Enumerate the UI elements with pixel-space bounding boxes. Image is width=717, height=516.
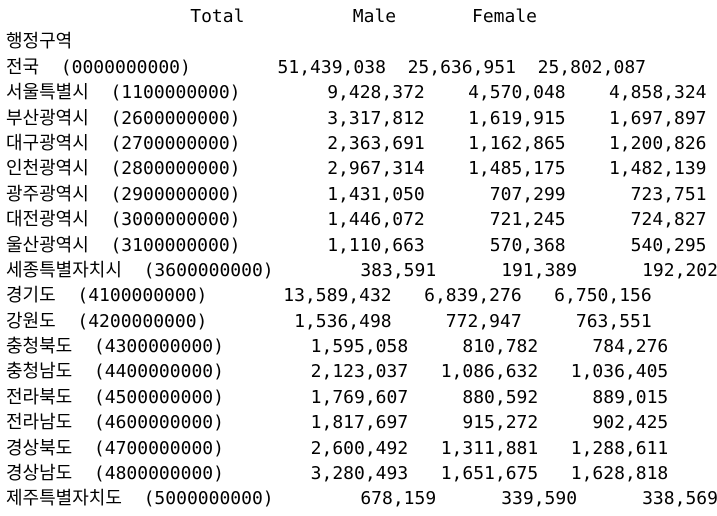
data-row: 경상남도 (4800000000) 3,280,493 1,651,675 1,… — [6, 463, 669, 485]
data-row: 전라남도 (4600000000) 1,817,697 915,272 902,… — [6, 412, 669, 434]
column-header-line: Total Male Female — [6, 6, 538, 27]
data-row: 강원도 (4200000000) 1,536,498 772,947 763,5… — [6, 310, 652, 332]
data-row: 세종특별자치시 (3600000000) 383,591 191,389 192… — [6, 259, 717, 281]
data-row: 충청남도 (4400000000) 2,123,037 1,086,632 1,… — [6, 361, 669, 383]
data-row: 대전광역시 (3000000000) 1,446,072 721,245 724… — [6, 209, 707, 231]
data-row: 서울특별시 (1100000000) 9,428,372 4,570,048 4… — [6, 82, 707, 104]
data-row: 대구광역시 (2700000000) 2,363,691 1,162,865 1… — [6, 132, 707, 154]
data-row: 충청북도 (4300000000) 1,595,058 810,782 784,… — [6, 336, 669, 358]
data-row: 전국 (0000000000) 51,439,038 25,636,951 25… — [6, 56, 646, 78]
data-row: 광주광역시 (2900000000) 1,431,050 707,299 723… — [6, 183, 707, 205]
data-row: 경기도 (4100000000) 13,589,432 6,839,276 6,… — [6, 285, 652, 307]
data-row: 경상북도 (4700000000) 2,600,492 1,311,881 1,… — [6, 437, 669, 459]
region-label-line: 행정구역 — [6, 31, 73, 53]
data-row: 제주특별자치도 (5000000000) 678,159 339,590 338… — [6, 488, 717, 510]
data-row: 인천광역시 (2800000000) 2,967,314 1,485,175 1… — [6, 158, 707, 180]
data-row: 부산광역시 (2600000000) 3,317,812 1,619,915 1… — [6, 107, 707, 129]
data-row: 울산광역시 (3100000000) 1,110,663 570,368 540… — [6, 234, 707, 256]
data-row: 전라북도 (4500000000) 1,769,607 880,592 889,… — [6, 386, 669, 408]
